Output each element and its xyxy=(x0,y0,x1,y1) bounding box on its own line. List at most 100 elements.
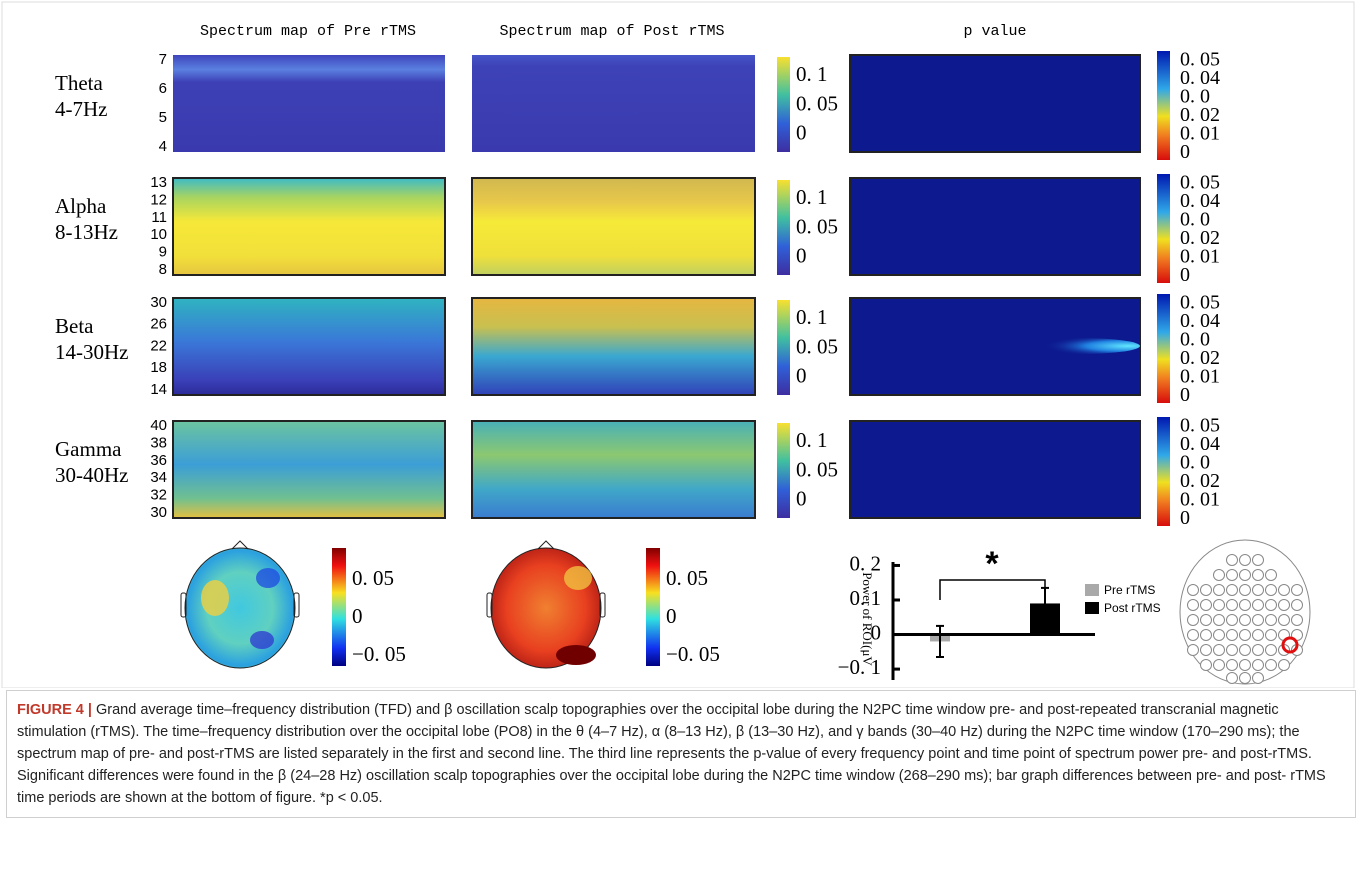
figure-border xyxy=(1,1,1355,688)
y-tick-label: 0 xyxy=(871,620,882,644)
row-range: 4-7Hz xyxy=(55,97,107,121)
ear xyxy=(180,592,187,618)
electrode xyxy=(1265,599,1277,611)
colorbar-label: 0. 1 xyxy=(796,305,828,329)
y-tick-label: 26 xyxy=(150,316,167,333)
colorbar xyxy=(1157,51,1170,160)
electrode xyxy=(1239,599,1251,611)
colorbar-label: 0. 04 xyxy=(1180,190,1220,212)
colorbar-label: 0. 0 xyxy=(1180,452,1210,474)
caption-label: FIGURE 4 | xyxy=(17,702,92,718)
colorbar-label: 0. 05 xyxy=(1180,292,1220,314)
colorbar xyxy=(332,548,346,666)
electrode xyxy=(1252,659,1264,671)
ear xyxy=(293,592,300,618)
y-tick-label: 5 xyxy=(159,109,167,126)
electrode xyxy=(1213,629,1225,641)
colorbar-label: 0 xyxy=(796,120,807,144)
colorbar-label: 0. 01 xyxy=(1180,366,1220,388)
electrode xyxy=(1291,614,1303,626)
significance-star: * xyxy=(985,545,999,583)
electrode xyxy=(1278,614,1290,626)
significance-region xyxy=(1020,338,1140,354)
electrode xyxy=(1239,584,1251,596)
y-tick-label: 0. 1 xyxy=(850,586,882,610)
electrode xyxy=(1226,614,1238,626)
heatmap xyxy=(471,177,756,276)
colorbar-label: 0. 05 xyxy=(796,334,838,358)
electrode xyxy=(1200,659,1212,671)
colorbar xyxy=(777,423,790,518)
colorbar-label: 0 xyxy=(796,363,807,387)
heatmap xyxy=(471,420,756,519)
heatmap xyxy=(472,55,755,152)
ear xyxy=(599,592,606,618)
colorbar-label: 0. 04 xyxy=(1180,310,1220,332)
colorbar-label: 0 xyxy=(1180,507,1190,529)
colorbar-label: 0. 05 xyxy=(352,566,394,590)
y-tick-label: 8 xyxy=(159,261,167,278)
electrode xyxy=(1278,584,1290,596)
electrode xyxy=(1226,659,1238,671)
y-tick-label: 11 xyxy=(151,209,167,226)
colorbar-label: 0. 1 xyxy=(796,62,828,86)
y-tick-label: 30 xyxy=(150,294,167,311)
nose xyxy=(231,540,249,550)
heatmap xyxy=(173,55,445,152)
colorbar xyxy=(1157,174,1170,283)
y-tick-label: 7 xyxy=(159,51,167,68)
colorbar xyxy=(777,57,790,152)
caption: FIGURE 4 | Grand average time–frequency … xyxy=(6,690,1356,818)
colorbar xyxy=(646,548,660,666)
row-range: 8-13Hz xyxy=(55,220,118,244)
electrode xyxy=(1252,554,1264,566)
column-title: Spectrum map of Pre rTMS xyxy=(200,23,416,40)
electrode xyxy=(1265,569,1277,581)
y-tick-label: 36 xyxy=(150,452,167,469)
electrode xyxy=(1187,584,1199,596)
electrode xyxy=(1187,614,1199,626)
electrode xyxy=(1239,629,1251,641)
heatmap xyxy=(172,297,446,396)
topoplot-blob xyxy=(256,568,280,588)
p-map xyxy=(849,420,1141,519)
electrode xyxy=(1265,584,1277,596)
electrode xyxy=(1291,584,1303,596)
electrode xyxy=(1226,629,1238,641)
electrode xyxy=(1265,629,1277,641)
row-label: Alpha xyxy=(55,194,107,218)
electrode xyxy=(1265,644,1277,656)
y-tick-label: 34 xyxy=(150,469,167,486)
y-tick-label: 14 xyxy=(150,381,167,398)
colorbar xyxy=(1157,294,1170,403)
nose xyxy=(537,540,555,550)
legend-label: Pre rTMS xyxy=(1104,583,1155,597)
electrode xyxy=(1239,569,1251,581)
electrode xyxy=(1187,629,1199,641)
electrode xyxy=(1226,599,1238,611)
topoplot-blob xyxy=(564,566,592,590)
electrode xyxy=(1213,599,1225,611)
electrode xyxy=(1252,614,1264,626)
row-range: 14-30Hz xyxy=(55,340,128,364)
electrode xyxy=(1252,569,1264,581)
column-title: p value xyxy=(963,23,1026,40)
colorbar-label: 0. 01 xyxy=(1180,123,1220,145)
topoplot-blob xyxy=(201,580,229,616)
colorbar-label: 0 xyxy=(796,486,807,510)
colorbar-label: 0. 1 xyxy=(796,185,828,209)
y-tick-label: 40 xyxy=(150,417,167,434)
y-tick-label: 32 xyxy=(150,487,167,504)
y-tick-label: 0. 2 xyxy=(850,551,882,575)
electrode xyxy=(1200,599,1212,611)
colorbar-label: 0. 0 xyxy=(1180,86,1210,108)
roi-marker xyxy=(1281,636,1299,654)
colorbar-label: 0 xyxy=(1180,264,1190,286)
colorbar-label: 0. 05 xyxy=(1180,172,1220,194)
colorbar-label: 0 xyxy=(796,243,807,267)
colorbar-label: 0. 05 xyxy=(1180,49,1220,71)
column-title: Spectrum map of Post rTMS xyxy=(499,23,724,40)
colorbar-label: 0. 01 xyxy=(1180,246,1220,268)
legend-swatch xyxy=(1085,584,1099,596)
